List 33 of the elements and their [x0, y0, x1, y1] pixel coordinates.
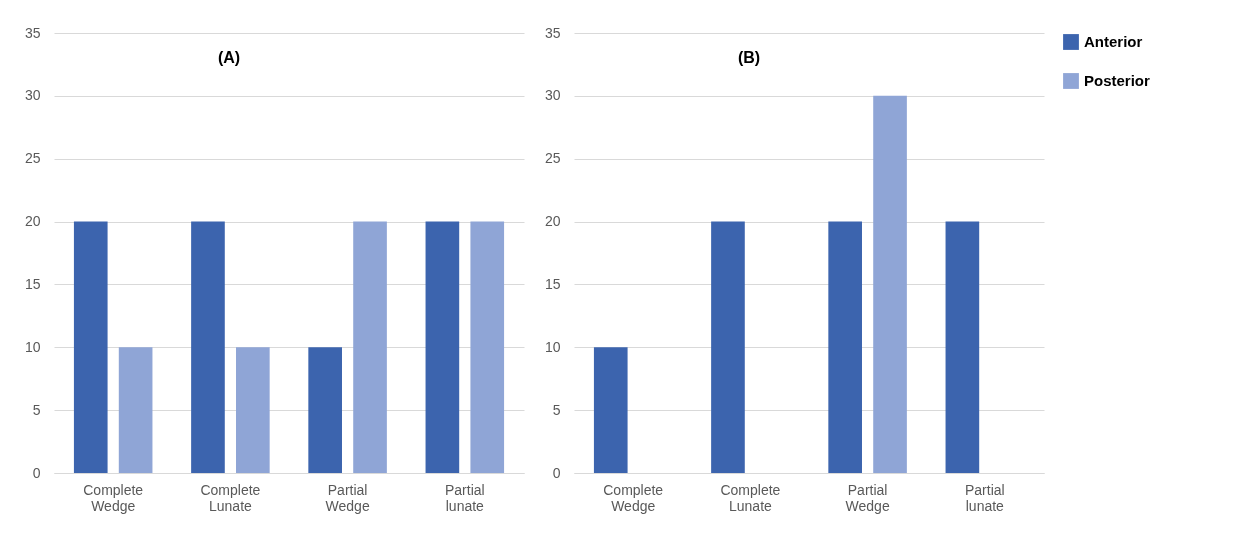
- y-tick-label: 5: [32, 401, 41, 418]
- text: (A): [217, 49, 241, 66]
- bar: [873, 95, 907, 473]
- x-tick-label: Complete Wedge: [83, 481, 144, 514]
- x-tick-label: Partial lunate: [444, 481, 485, 514]
- x-tick-label: Complete Lunate: [200, 481, 261, 514]
- legend-label: Posterior: [1084, 72, 1151, 89]
- x-tick-label: Partial Wedge: [325, 481, 370, 514]
- bar: [945, 221, 980, 473]
- y-tick-label: 15: [24, 275, 41, 292]
- y-tick-label: 20: [24, 213, 41, 230]
- text: (B): [737, 49, 761, 66]
- y-tick-label: 35: [24, 24, 41, 41]
- y-tick-label: 20: [544, 213, 561, 230]
- y-tick-label: 5: [552, 401, 561, 418]
- bar: [593, 347, 628, 473]
- y-tick-label: 25: [24, 150, 41, 167]
- y-tick-label: 0: [552, 464, 561, 481]
- bar: [711, 221, 745, 473]
- legend-label: Anterior: [1084, 33, 1143, 50]
- x-tick-label: Complete Lunate: [720, 481, 781, 514]
- y-tick-label: 10: [544, 338, 561, 355]
- y-tick-label: 30: [544, 87, 561, 104]
- y-tick-label: 30: [24, 87, 41, 104]
- y-tick-label: 15: [544, 275, 561, 292]
- y-tick-label: 10: [24, 338, 41, 355]
- y-tick-label: 0: [32, 464, 41, 481]
- y-tick-label: 25: [544, 150, 561, 167]
- x-tick-label: Partial Wedge: [845, 481, 890, 514]
- x-tick-label: Partial lunate: [964, 481, 1005, 514]
- y-tick-label: 35: [544, 24, 561, 41]
- x-tick-label: Complete Wedge: [603, 481, 664, 514]
- bar: [828, 221, 862, 473]
